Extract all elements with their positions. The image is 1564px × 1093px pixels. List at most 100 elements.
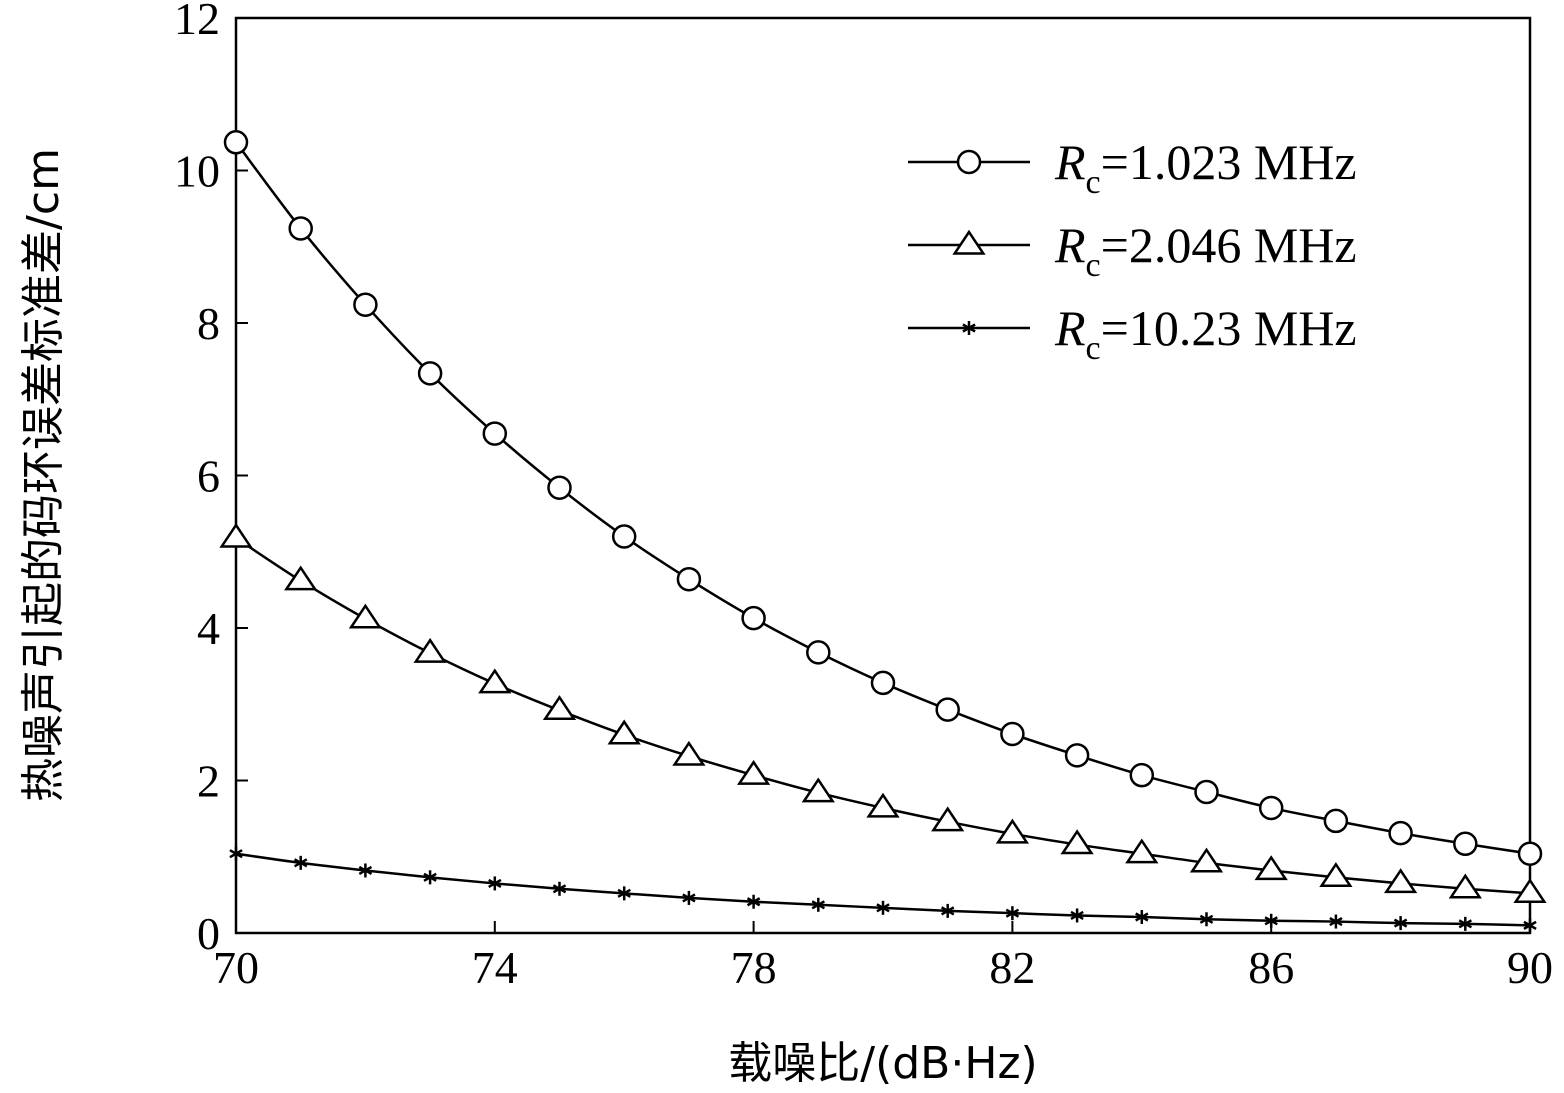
data-point [931,806,965,832]
data-point [801,777,835,803]
legend-entry-1: Rc=1.023 MHz [908,134,1357,201]
data-point [672,740,706,766]
data-point [1070,908,1084,923]
data-point [870,670,896,696]
data-point [1125,838,1159,864]
data-point [876,900,890,915]
data-point [611,524,637,549]
legend-label: Rc=10.23 MHz [1054,300,1357,367]
data-point [741,605,766,631]
data-point [1000,721,1025,747]
series-1 [223,130,1543,866]
data-point [1513,878,1547,904]
data-point [866,792,900,818]
series-layer [219,130,1547,933]
y-tick-label: 10 [174,146,220,197]
legend-subscript: c [1086,247,1101,284]
legend-subscript: c [1086,330,1101,367]
x-tick-label: 90 [1507,942,1553,993]
data-point [293,855,308,870]
data-point [348,603,383,629]
data-point [1194,779,1219,805]
data-point [478,668,512,694]
y-tick-label: 6 [197,451,220,502]
legend-marker [962,321,976,335]
x-axis-title: 载噪比/(dB·Hz) [728,1038,1037,1089]
data-point [1129,762,1155,788]
data-point [1135,909,1149,924]
data-point [746,894,761,909]
data-point [353,292,378,317]
data-point [1453,831,1478,857]
data-point [547,475,572,500]
data-point [229,846,243,861]
data-point [288,216,313,241]
x-tick-label: 86 [1248,942,1294,993]
y-tick-label: 0 [197,908,220,959]
data-point [617,886,631,901]
data-point [1189,847,1224,873]
y-tick-label: 4 [197,603,220,654]
data-point [811,897,826,912]
x-tick-label: 70 [213,942,259,993]
legend-value: =1.023 MHz [1101,134,1357,190]
legend-symbol: R [1054,300,1086,356]
data-point [1393,916,1408,931]
series-2 [219,522,1547,904]
data-point [423,870,437,885]
legend-symbol: R [1054,217,1086,273]
data-point [1005,906,1020,921]
data-point [219,522,253,548]
data-point [417,361,443,386]
y-tick-label: 2 [197,756,220,807]
legend-label: Rc=1.023 MHz [1054,134,1357,201]
data-point [607,719,641,745]
y-tick-label: 8 [197,298,220,349]
data-point [413,637,447,663]
data-point [1323,808,1349,834]
data-point [1264,913,1278,928]
series-line [235,536,1531,895]
data-point [682,890,696,905]
data-point [1199,912,1214,927]
data-point [1319,862,1353,888]
y-tick-label: 12 [174,0,220,44]
data-point [1517,841,1543,866]
data-point [940,903,955,918]
data-point [223,130,249,155]
legend-subscript: c [1086,164,1101,201]
data-point [284,565,318,591]
legend-marker [952,229,986,255]
data-point [482,421,508,446]
data-point [358,863,373,878]
legend-entry-2: Rc=2.046 MHz [908,217,1357,284]
x-axis: 70 74 78 82 86 90 [213,921,1553,993]
data-point [806,640,831,665]
data-point [935,697,960,722]
data-point [1458,916,1473,931]
data-point [995,818,1030,844]
data-point [1523,918,1537,933]
legend-value: =10.23 MHz [1101,300,1357,356]
legend-label: Rc=2.046 MHz [1054,217,1357,284]
y-axis: 0 2 4 6 8 10 12 [174,0,248,959]
data-point [1448,873,1482,899]
legend-symbol: R [1054,134,1086,190]
data-point [1329,914,1343,929]
x-tick-label: 74 [472,942,518,993]
legend-marker [956,149,982,175]
data-point [1388,820,1413,846]
data-point [1060,829,1094,855]
x-tick-label: 82 [989,942,1035,993]
series-3 [229,846,1537,933]
data-point [1383,868,1418,894]
data-point [1254,855,1288,881]
legend-value: =2.046 MHz [1101,217,1357,273]
data-point [676,566,702,592]
y-axis-title: 热噪声引起的码环误差标准差/cm [18,148,69,802]
data-point [552,881,567,896]
data-point [736,759,771,785]
data-point [542,695,577,721]
